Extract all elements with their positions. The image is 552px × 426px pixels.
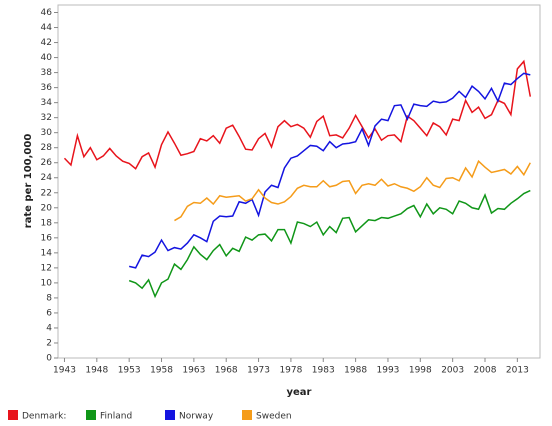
y-tick-label: 10 <box>41 278 53 288</box>
x-tick-label: 2008 <box>474 366 497 376</box>
y-tick-label: 40 <box>41 53 53 63</box>
legend-swatch <box>165 410 175 420</box>
x-tick-label: 2013 <box>506 366 529 376</box>
x-tick-label: 1943 <box>53 366 76 376</box>
x-axis-title: year <box>287 387 312 398</box>
x-tick-label: 1953 <box>118 366 141 376</box>
y-tick-label: 26 <box>41 158 53 168</box>
y-tick-label: 22 <box>41 188 52 198</box>
y-tick-label: 8 <box>46 293 52 303</box>
y-tick-label: 18 <box>41 218 53 228</box>
y-tick-label: 28 <box>41 143 53 153</box>
y-tick-label: 24 <box>41 173 53 183</box>
y-tick-label: 44 <box>41 23 53 33</box>
y-tick-label: 2 <box>46 338 52 348</box>
legend-swatch <box>86 410 96 420</box>
y-tick-label: 12 <box>41 263 52 273</box>
x-tick-label: 1978 <box>279 366 302 376</box>
x-tick-label: 1993 <box>377 366 400 376</box>
y-tick-label: 42 <box>41 38 52 48</box>
y-tick-label: 46 <box>41 8 53 18</box>
legend-label: Norway <box>179 412 214 422</box>
y-tick-label: 6 <box>46 308 52 318</box>
series-line <box>63 59 532 170</box>
y-tick-label: 36 <box>41 83 53 93</box>
y-tick-label: 34 <box>41 98 53 108</box>
x-tick-label: 1963 <box>182 366 205 376</box>
y-tick-label: 16 <box>41 233 53 243</box>
x-tick-label: 1998 <box>409 366 432 376</box>
y-tick-label: 38 <box>41 68 53 78</box>
x-tick-label: 1973 <box>247 366 270 376</box>
series-line <box>129 72 531 269</box>
legend-label: Sweden <box>256 412 292 422</box>
y-tick-label: 30 <box>41 128 53 138</box>
y-tick-label: 0 <box>46 354 52 364</box>
x-tick-label: 1983 <box>312 366 335 376</box>
y-tick-label: 20 <box>41 203 53 213</box>
y-tick-label: 32 <box>41 113 52 123</box>
legend-label: Denmark: <box>22 412 66 422</box>
series-line <box>174 159 531 222</box>
x-tick-label: 1988 <box>344 366 367 376</box>
y-tick-label: 4 <box>46 323 52 333</box>
x-tick-label: 2003 <box>441 366 464 376</box>
x-tick-label: 1948 <box>85 366 108 376</box>
y-axis-title: rate per 100,000 <box>23 134 34 229</box>
legend-swatch <box>8 410 18 420</box>
x-tick-label: 1968 <box>215 366 238 376</box>
series-line <box>128 189 531 299</box>
y-tick-label: 14 <box>41 248 53 258</box>
x-tick-label: 1958 <box>150 366 173 376</box>
legend-label: Finland <box>100 412 132 422</box>
legend-swatch <box>242 410 252 420</box>
plot-area <box>57 4 541 359</box>
